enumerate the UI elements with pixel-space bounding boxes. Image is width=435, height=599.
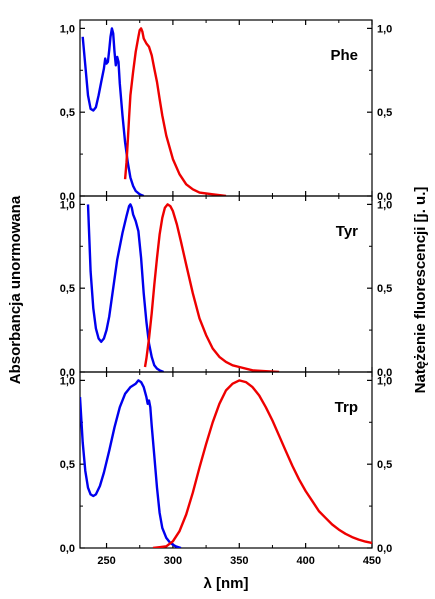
x-tick-label: 250 bbox=[97, 555, 115, 567]
y-tick-label-right: 1,0 bbox=[377, 375, 392, 387]
fluorescence-curve-trp bbox=[152, 379, 372, 548]
panel-label-tyr: Tyr bbox=[336, 223, 358, 240]
x-tick-label: 450 bbox=[363, 555, 381, 567]
panel-trp: 0,0 0,0 0,5 0,5 1,0 1,0 Trp bbox=[60, 371, 392, 555]
y-tick-label-left: 0,5 bbox=[60, 283, 75, 295]
x-tick-label: 400 bbox=[296, 555, 314, 567]
absorbance-curve-phe bbox=[81, 27, 145, 196]
panel-label-phe: Phe bbox=[330, 47, 358, 64]
y-tick-label-right: 1,0 bbox=[377, 23, 392, 35]
absorbance-curve-tyr bbox=[86, 203, 165, 372]
y-tick-label-left: 1,0 bbox=[60, 375, 75, 387]
y-tick-label-right: 1,0 bbox=[377, 199, 392, 211]
x-axis-label: λ [nm] bbox=[204, 575, 249, 592]
y-tick-label-right: 0,5 bbox=[377, 107, 392, 119]
y-tick-label-right: 0,0 bbox=[377, 367, 392, 379]
y-tick-label-right: 0,0 bbox=[377, 191, 392, 203]
panel-tyr: 0,0 0,0 0,5 0,5 1,0 1,0 Tyr bbox=[60, 195, 392, 379]
y-tick-label-right: 0,5 bbox=[377, 459, 392, 471]
fluorescence-curve-tyr bbox=[143, 203, 280, 372]
x-tick-label: 300 bbox=[164, 555, 182, 567]
y-tick-label-right: 0,0 bbox=[377, 543, 392, 555]
x-tick-labels: 250 300 350 400 450 bbox=[97, 555, 381, 567]
y-axis-label-right: Natężenie fluorescencji [j. u.] bbox=[412, 187, 429, 394]
absorbance-curve-trp bbox=[80, 379, 182, 548]
x-tick-label: 350 bbox=[230, 555, 248, 567]
y-tick-label-left: 0,0 bbox=[60, 367, 75, 379]
fluorescence-curve-phe bbox=[123, 27, 227, 196]
y-tick-label-left: 1,0 bbox=[60, 199, 75, 211]
y-tick-label-left: 0,0 bbox=[60, 543, 75, 555]
panel-frame-phe bbox=[79, 19, 373, 197]
panel-label-trp: Trp bbox=[335, 399, 358, 416]
y-tick-label-left: 1,0 bbox=[60, 23, 75, 35]
panels-layer: 0,0 0,0 0,5 0,5 1,0 1,0 Phe 0,0 0,0 0,5 0,5 1,0 1,0 T… bbox=[60, 19, 392, 555]
panel-phe: 0,0 0,0 0,5 0,5 1,0 1,0 Phe bbox=[60, 19, 392, 203]
y-tick-label-left: 0,5 bbox=[60, 107, 75, 119]
panel-frame-trp bbox=[79, 371, 373, 549]
y-tick-label-left: 0,5 bbox=[60, 459, 75, 471]
y-tick-label-left: 0,0 bbox=[60, 191, 75, 203]
y-tick-label-right: 0,5 bbox=[377, 283, 392, 295]
y-axis-label-left: Absorbancja unormowana bbox=[7, 195, 24, 384]
